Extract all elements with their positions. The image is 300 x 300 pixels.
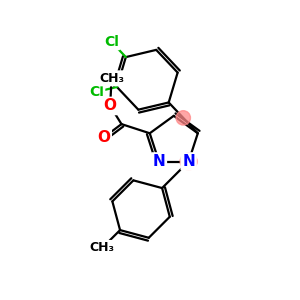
Text: N: N [182,154,195,169]
Text: Cl: Cl [89,85,104,99]
Circle shape [176,111,190,125]
Text: CH₃: CH₃ [99,72,124,85]
Text: N: N [153,154,165,169]
Text: O: O [103,98,117,113]
Text: Cl: Cl [104,34,119,49]
Text: CH₃: CH₃ [90,242,115,254]
Text: O: O [97,130,110,145]
Circle shape [180,153,197,170]
